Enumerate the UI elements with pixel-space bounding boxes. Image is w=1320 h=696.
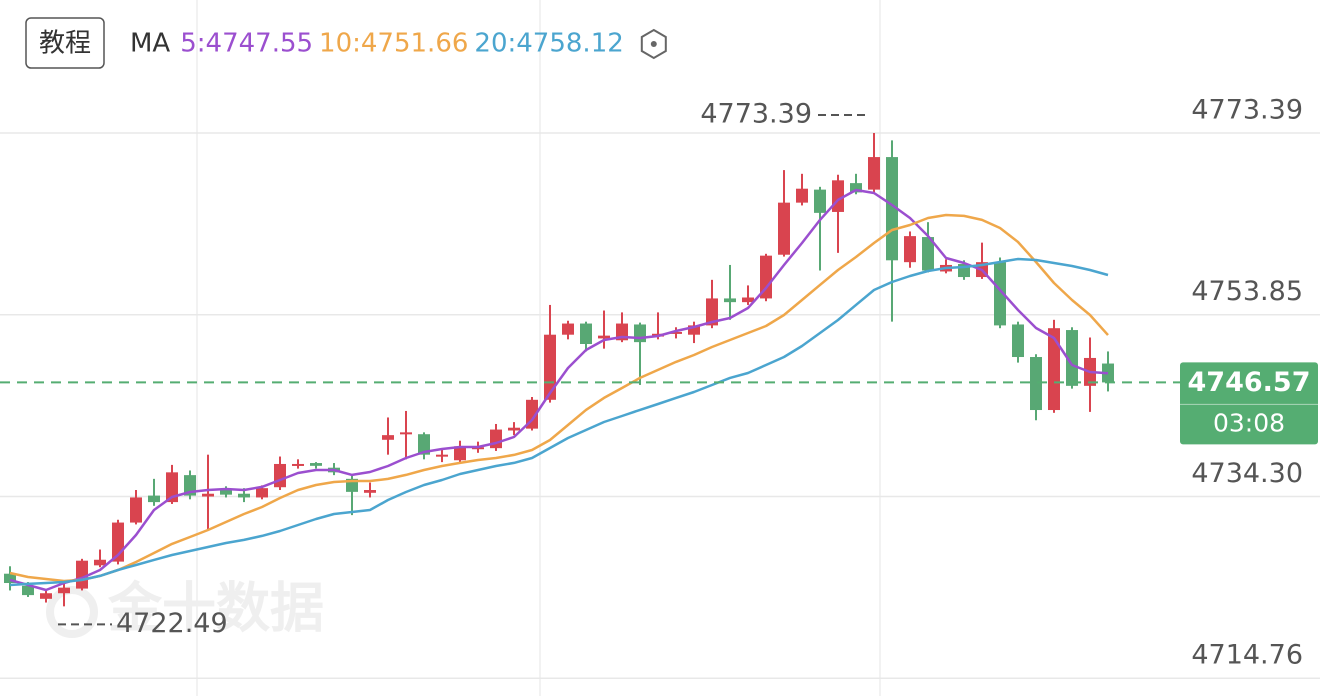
candle-body	[778, 202, 790, 255]
candle-body	[688, 325, 700, 335]
candle-body	[490, 429, 502, 449]
candle-body	[742, 297, 754, 303]
candle-body	[1012, 324, 1024, 358]
candle-body	[166, 472, 178, 503]
candle-body	[1066, 330, 1078, 386]
last-price-label: 4746.57	[1188, 367, 1311, 398]
candle-body	[76, 560, 88, 589]
candle-body	[238, 493, 250, 498]
candle-body	[922, 237, 934, 271]
candle-body	[598, 335, 610, 339]
candle-body	[706, 298, 718, 326]
settings-hexagon[interactable]	[640, 28, 667, 60]
countdown: 03:08	[1213, 408, 1285, 437]
candle-body	[40, 593, 52, 599]
candle-body	[292, 463, 304, 466]
candle-body	[814, 189, 826, 213]
watermark: 金十数据	[46, 577, 324, 640]
candle-body	[436, 454, 448, 457]
candle-body	[508, 427, 520, 431]
low-label: 4722.49	[116, 608, 228, 639]
candle-body	[724, 298, 736, 303]
y-tick-label: 4753.85	[1191, 276, 1303, 307]
candle-body	[886, 157, 898, 261]
y-tick-label: 4714.76	[1191, 640, 1303, 671]
candle-body	[130, 497, 142, 523]
candle-body	[670, 331, 682, 334]
legend-entry: 5:4747.55	[180, 29, 313, 59]
ma-line	[9, 188, 1109, 592]
settings-icon[interactable]	[640, 28, 667, 60]
candle-body	[364, 490, 376, 493]
y-tick-label: 4734.30	[1191, 458, 1303, 489]
candle-body	[832, 180, 844, 212]
candle-body	[274, 463, 286, 488]
candle-body	[454, 446, 466, 461]
candle-body	[94, 559, 106, 566]
watermark-logo	[46, 586, 98, 638]
legend-title: MA	[130, 29, 170, 59]
last-price-tag	[1180, 362, 1318, 445]
y-tick-label: 4773.39	[1191, 94, 1303, 125]
tutorial-button-label[interactable]: 教程	[39, 29, 91, 59]
candle-body	[544, 334, 556, 400]
candle-body	[382, 435, 394, 440]
tutorial-button[interactable]	[25, 17, 105, 69]
candle-body	[760, 255, 772, 299]
candle-body	[1030, 357, 1042, 411]
ma-line	[9, 257, 1109, 587]
candle-body	[400, 432, 412, 435]
candle-body	[796, 188, 808, 203]
candle-body	[220, 490, 232, 495]
watermark-text: 金十数据	[107, 577, 324, 640]
ma-line	[9, 213, 1109, 583]
candle-body	[148, 495, 160, 503]
candle-body	[22, 585, 34, 596]
legend-entry: 10:4751.66	[319, 29, 468, 59]
candle-body	[1048, 328, 1060, 411]
candle-body	[562, 323, 574, 335]
candle-body	[256, 488, 268, 498]
candle-body	[4, 573, 16, 584]
candle-body	[58, 587, 70, 594]
candle-body	[850, 183, 862, 193]
high-label: 4773.39	[700, 98, 812, 129]
candle-body	[418, 434, 430, 455]
candle-body	[868, 157, 880, 190]
settings-dot[interactable]	[650, 41, 657, 47]
legend-entry: 20:4758.12	[474, 29, 623, 59]
candle-body	[634, 324, 646, 343]
candle-body	[904, 236, 916, 263]
candle-body	[994, 262, 1006, 326]
candle-body	[310, 463, 322, 466]
candle-body	[202, 493, 214, 497]
candle-body	[580, 323, 592, 345]
